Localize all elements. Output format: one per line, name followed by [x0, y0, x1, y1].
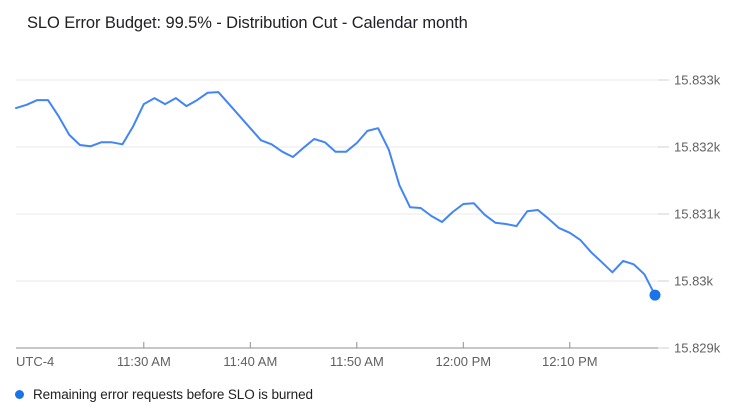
timezone-label: UTC-4: [16, 354, 54, 369]
chart-legend[interactable]: Remaining error requests before SLO is b…: [15, 387, 313, 402]
legend-series-label: Remaining error requests before SLO is b…: [33, 387, 313, 402]
series-line[interactable]: [15, 91, 656, 297]
slo-error-budget-line-chart[interactable]: 15.833k 15.832k 15.831k 15.83k 15.829k 11:30 …: [0, 60, 732, 375]
y-axis-label: 15.832k: [674, 140, 721, 155]
legend-series-marker-icon: [15, 390, 24, 399]
y-axis-label: 15.833k: [674, 73, 721, 88]
x-axis-label: 12:10 PM: [542, 354, 598, 369]
x-axis-label: 12:00 PM: [435, 354, 491, 369]
x-axis-label: 11:30 AM: [117, 354, 171, 369]
y-axis-label: 15.831k: [674, 207, 721, 222]
y-axis-label: 15.83k: [674, 274, 714, 289]
chart-title: SLO Error Budget: 99.5% - Distribution C…: [27, 14, 468, 32]
latest-point-marker[interactable]: [649, 289, 661, 301]
x-axis-label: 11:50 AM: [330, 354, 384, 369]
x-axis-label: 11:40 AM: [223, 354, 277, 369]
y-axis-label: 15.829k: [674, 341, 721, 356]
